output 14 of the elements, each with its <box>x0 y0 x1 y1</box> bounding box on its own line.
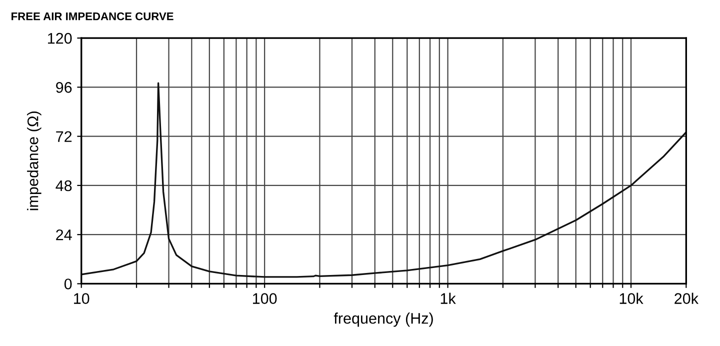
y-tick-label: 72 <box>56 131 72 142</box>
y-tick-label: 24 <box>56 229 72 240</box>
x-tick-label: 10 <box>74 293 90 304</box>
x-axis-title: frequency (Hz) <box>334 312 433 327</box>
x-tick-label: 1k <box>440 292 456 304</box>
y-tick-label: 48 <box>56 180 72 192</box>
x-tick-label: 100 <box>252 293 277 304</box>
x-tick-label: 20k <box>674 292 698 304</box>
y-tick-label: 96 <box>56 82 72 93</box>
y-tick-label: 0 <box>64 278 72 290</box>
y-tick-label: 120 <box>48 32 72 44</box>
chart-title: FREE AIR IMPEDANCE CURVE <box>12 12 174 20</box>
y-axis-title: impedance (Ω) <box>27 112 42 210</box>
x-tick-label: 10k <box>620 292 644 304</box>
